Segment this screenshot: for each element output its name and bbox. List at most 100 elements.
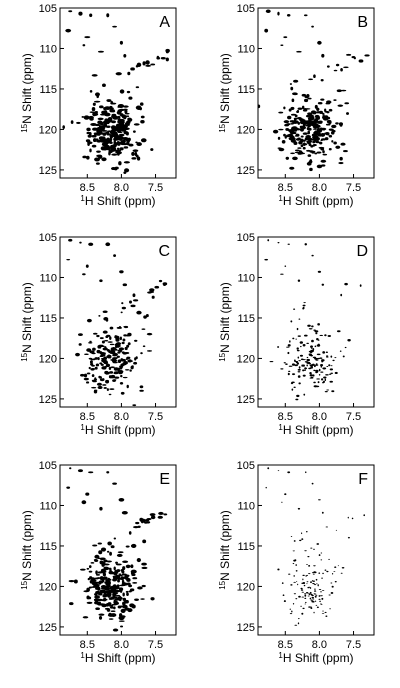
- peak: [287, 351, 290, 355]
- panel-letter: F: [358, 471, 368, 488]
- peak: [326, 389, 330, 391]
- peak: [105, 242, 111, 247]
- peak: [119, 590, 123, 593]
- peak: [312, 573, 315, 575]
- peak: [347, 516, 349, 519]
- peak: [301, 591, 305, 593]
- peak: [294, 364, 298, 367]
- peak: [326, 100, 332, 104]
- plot-frame: [59, 7, 177, 179]
- peak: [343, 150, 348, 153]
- peak: [117, 596, 123, 600]
- peak: [115, 337, 120, 341]
- y-axis-label: 15N Shift (ppm): [20, 282, 34, 362]
- peak: [150, 63, 156, 66]
- peak: [109, 336, 112, 340]
- peak: [125, 590, 129, 593]
- peak: [70, 120, 74, 124]
- peak: [258, 104, 261, 109]
- peak: [336, 330, 341, 333]
- peak: [291, 610, 293, 613]
- peak: [78, 343, 82, 346]
- peak: [104, 603, 109, 607]
- panel-letter: A: [159, 14, 170, 31]
- peak: [68, 579, 75, 583]
- peak: [320, 559, 323, 561]
- y-axis-label: 15N Shift (ppm): [218, 510, 232, 590]
- peak: [129, 300, 132, 304]
- peak: [100, 547, 107, 552]
- peak: [82, 44, 86, 47]
- peak: [96, 132, 101, 136]
- peak: [99, 105, 104, 109]
- peak: [154, 285, 160, 289]
- peak: [119, 381, 124, 385]
- peak: [116, 355, 120, 358]
- peak: [278, 147, 285, 152]
- peak: [284, 135, 287, 139]
- peak: [321, 612, 325, 614]
- peak: [334, 357, 337, 359]
- peak: [306, 161, 312, 166]
- peak: [309, 597, 312, 600]
- peak: [311, 594, 314, 597]
- peak: [92, 347, 96, 351]
- peak: [318, 374, 321, 376]
- peak: [136, 62, 142, 68]
- peak: [321, 597, 324, 600]
- peak: [306, 581, 309, 583]
- peak: [313, 365, 316, 368]
- peak: [317, 270, 322, 273]
- y-tick-label: 120: [39, 124, 57, 136]
- peak: [92, 102, 96, 106]
- peak: [118, 347, 125, 351]
- peak: [344, 102, 350, 105]
- peak: [344, 346, 347, 349]
- peak: [289, 130, 294, 134]
- x-tick-label: 8.5: [80, 411, 95, 423]
- peak: [86, 567, 90, 570]
- peak: [302, 574, 305, 576]
- peak: [117, 109, 122, 114]
- peak: [150, 515, 156, 520]
- peak: [102, 359, 108, 364]
- peak: [313, 329, 316, 331]
- peak: [99, 506, 103, 511]
- peak: [129, 369, 132, 372]
- peak: [66, 258, 71, 261]
- peak: [292, 156, 298, 161]
- peak: [112, 115, 119, 120]
- peak: [288, 365, 293, 367]
- peak: [301, 538, 304, 540]
- peak: [298, 360, 301, 362]
- peak: [122, 139, 126, 144]
- peak: [115, 561, 118, 564]
- peak: [320, 378, 324, 381]
- peak: [287, 471, 291, 474]
- peak: [121, 306, 127, 310]
- peak: [304, 108, 311, 110]
- peak: [92, 111, 97, 114]
- peak: [308, 78, 313, 81]
- peak: [136, 156, 141, 161]
- peak: [314, 357, 318, 360]
- peak: [107, 130, 113, 133]
- peak: [144, 519, 150, 522]
- peak: [156, 56, 161, 60]
- peak: [108, 570, 114, 575]
- peak: [316, 583, 318, 585]
- peak: [91, 352, 96, 355]
- x-tick-label: 7.5: [346, 639, 361, 651]
- peak: [102, 347, 108, 351]
- peak: [289, 613, 293, 615]
- peak: [277, 241, 280, 244]
- peak: [131, 157, 137, 160]
- peak: [324, 378, 327, 382]
- peak: [320, 133, 325, 136]
- peak: [308, 127, 312, 131]
- peak: [94, 100, 101, 103]
- peak: [305, 575, 307, 577]
- peak: [300, 605, 302, 607]
- peak: [106, 550, 110, 553]
- peak: [105, 379, 109, 383]
